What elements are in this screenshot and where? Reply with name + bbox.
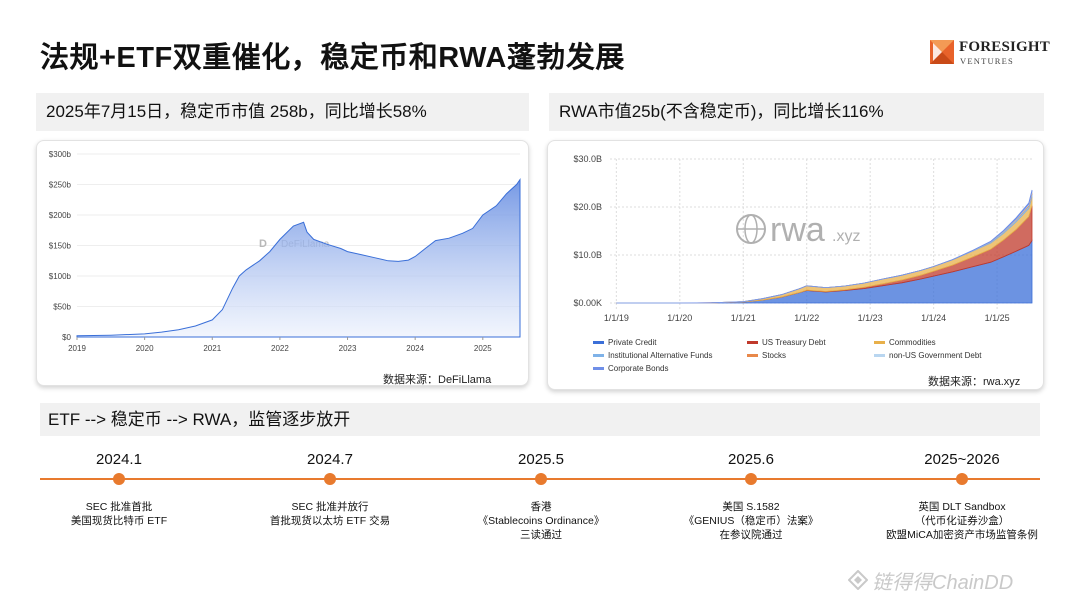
timeline-description-line: 首批现货以太坊 ETF 交易 [269,515,391,527]
y-tick-label: $300b [49,150,72,159]
legend-label: Stocks [762,351,787,360]
legend-item: Institutional Alternative Funds [593,351,713,360]
stablecoin-market-cap-chart: D DeFiLlama 2019202020212022202320242025… [49,150,521,353]
legend-item: Corporate Bonds [593,364,668,373]
y-tick-label: $200b [49,211,72,220]
timeline-description-line: SEC 批准首批 [85,501,153,513]
regulation-section-heading: ETF --> 稳定币 --> RWA，监管逐步放开 [40,403,1040,436]
timeline-marker [956,473,968,485]
y-tick-label: $100b [49,272,72,281]
legend-label: US Treasury Debt [762,338,826,347]
legend-item: US Treasury Debt [747,338,826,347]
timeline-description-line: （代币化证券沙盒） [914,515,1010,527]
page-title: 法规+ETF双重催化，稳定币和RWA蓬勃发展 [40,42,625,74]
logo-subtitle: VENTURES [960,56,1014,66]
legend-swatch [874,341,885,345]
timeline-description: 美国 S.1582 《GENIUS（稳定币）法案》 在参议院通过 [641,500,861,542]
timeline-description-line: 欧盟MiCA加密资产市场监管条例 [886,529,1038,541]
legend-label: non-US Government Debt [889,351,982,360]
legend-swatch [593,341,604,345]
foresight-logo: FORESIGHT VENTURES [930,38,1050,68]
legend-item: non-US Government Debt [874,351,982,360]
x-tick-label: 2021 [203,344,221,353]
timeline-description: 香港《Stablecoins Ordinance》 三读通过 [431,500,651,542]
timeline-description-line: 在参议院通过 [719,529,783,541]
timeline-description-line: 《Stablecoins Ordinance》 [477,515,605,527]
y-tick-label: $0 [62,333,71,342]
timeline-marker [535,473,547,485]
x-tick-label: 2022 [271,344,289,353]
y-tick-label: $250b [49,181,72,190]
x-tick-label: 1/1/23 [858,313,883,323]
x-tick-label: 1/1/22 [794,313,819,323]
rwa-watermark-suffix: .xyz [832,228,860,245]
legend-swatch [747,341,758,345]
x-tick-label: 2023 [339,344,357,353]
timeline-date: 2024.1 [96,451,142,468]
timeline-description-line: 美国 S.1582 [722,501,780,513]
chaindd-watermark: 链得得ChainDD [872,572,1014,594]
timeline-description: SEC 批准首批美国现货比特币 ETF [9,500,229,528]
y-tick-label: $50b [53,303,71,312]
legend-swatch [593,367,604,371]
legend-swatch [874,354,885,358]
timeline-description-line: SEC 批准并放行 [291,501,369,513]
legend-swatch [593,354,604,358]
x-tick-label: 1/1/21 [731,313,756,323]
legend-label: Private Credit [608,338,657,347]
x-tick-label: 1/1/19 [604,313,629,323]
legend-label: Institutional Alternative Funds [608,351,713,360]
timeline-date: 2025.5 [518,451,564,468]
timeline-description-line: 英国 DLT Sandbox [918,501,1006,513]
x-tick-label: 2024 [406,344,424,353]
timeline-marker [324,473,336,485]
x-tick-label: 1/1/20 [667,313,692,323]
y-tick-label: $0.00K [573,298,602,308]
y-tick-label: $10.0B [573,250,602,260]
x-tick-label: 2020 [136,344,154,353]
y-tick-label: $30.0B [573,154,602,164]
legend-item: Private Credit [593,338,656,347]
logo-name: FORESIGHT [959,39,1050,55]
stablecoin-chart-card: D DeFiLlama 2019202020212022202320242025… [36,140,529,386]
stablecoin-panel-heading: 2025年7月15日，稳定币市值 258b，同比增长58% [36,93,529,131]
rwa-market-cap-chart: rwa .xyz 1/1/19 1/1/20 1/1/21 1/1/22 1/1/23 1… [573,154,1033,323]
timeline-description: 英国 DLT Sandbox （代币化证券沙盒） 欧盟MiCA加密资产市场监管条例 [852,500,1072,542]
timeline-marker [113,473,125,485]
rwa-watermark: rwa .xyz [736,211,860,249]
stablecoin-area [76,178,521,338]
rwa-panel-heading: RWA市值25b(不含稳定币)，同比增长116% [549,93,1044,131]
timeline-date: 2025~2026 [924,451,1000,468]
x-tick-label: 2019 [68,344,86,353]
legend-item: Commodities [874,338,936,347]
rwa-series-area [616,189,1033,304]
foresight-logo-icon [930,40,954,64]
rwa-legend: Private Credit US Treasury Debt Commoditie… [548,141,1043,389]
legend-label: Commodities [889,338,936,347]
rwa-watermark-text: rwa [770,211,825,249]
y-tick-label: $20.0B [573,202,602,212]
timeline-description-line: 美国现货比特币 ETF [70,515,168,527]
stablecoin-data-source: 数据来源：DeFiLlama [383,374,492,386]
chaindd-watermark-icon [848,570,868,590]
defillama-watermark-icon: D [259,238,267,250]
rwa-data-source: 数据来源：rwa.xyz [928,376,1021,388]
timeline-marker [745,473,757,485]
legend-swatch [747,354,758,358]
x-tick-label: 1/1/24 [921,313,946,323]
legend-item: Stocks [747,351,786,360]
x-tick-label: 1/1/25 [985,313,1010,323]
timeline-description-line: 《GENIUS（稳定币）法案》 [683,515,819,527]
timeline-date: 2024.7 [307,451,353,468]
timeline-description-line: 三读通过 [520,529,562,541]
rwa-chart-card: rwa .xyz 1/1/19 1/1/20 1/1/21 1/1/22 1/1/23 1… [547,140,1044,390]
timeline-description-line: 香港 [530,501,552,513]
legend-label: Corporate Bonds [608,364,669,373]
x-tick-label: 2025 [474,344,492,353]
y-tick-label: $150b [49,242,72,251]
timeline-description: SEC 批准并放行首批现货以太坊 ETF 交易 [220,500,440,528]
timeline-date: 2025.6 [728,451,774,468]
